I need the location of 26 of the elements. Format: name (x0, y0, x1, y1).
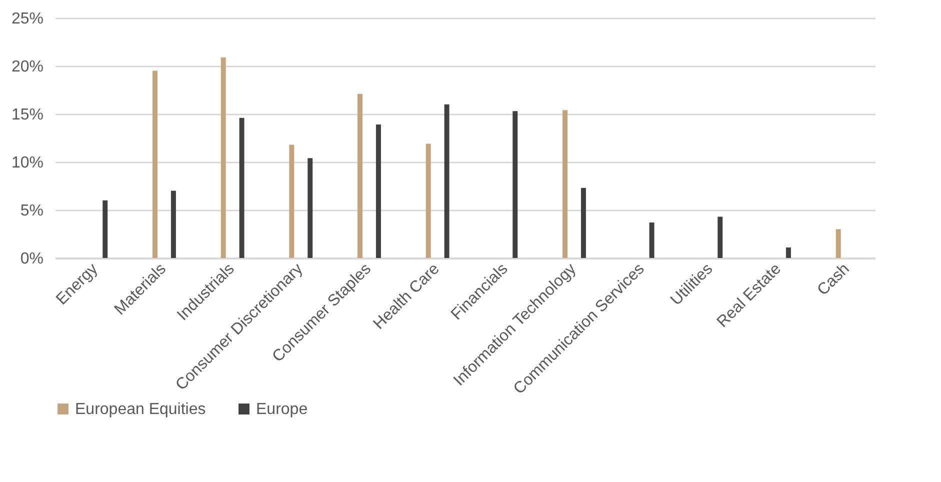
y-tick-label: 0% (20, 250, 44, 268)
bar (426, 144, 431, 258)
y-tick-label: 25% (11, 10, 44, 28)
legend-label: European Equities (75, 401, 206, 418)
bar (358, 94, 362, 258)
y-tick-label: 20% (11, 58, 44, 76)
legend-label: Europe (256, 401, 308, 418)
bar (170, 190, 176, 258)
y-tick-label: 10% (11, 154, 44, 172)
bar (562, 110, 568, 258)
bar (308, 158, 313, 258)
bar (220, 57, 226, 258)
bar (512, 111, 518, 258)
bar (289, 144, 294, 258)
bar (580, 188, 586, 258)
bar (239, 118, 244, 258)
bar (444, 104, 450, 258)
bar (376, 124, 381, 258)
bar (102, 200, 108, 258)
bar (836, 229, 841, 258)
bar (649, 222, 654, 258)
bar (718, 216, 723, 258)
y-tick-label: 5% (20, 202, 44, 220)
bar (786, 247, 791, 258)
bar (152, 70, 158, 258)
y-tick-label: 15% (11, 106, 44, 124)
